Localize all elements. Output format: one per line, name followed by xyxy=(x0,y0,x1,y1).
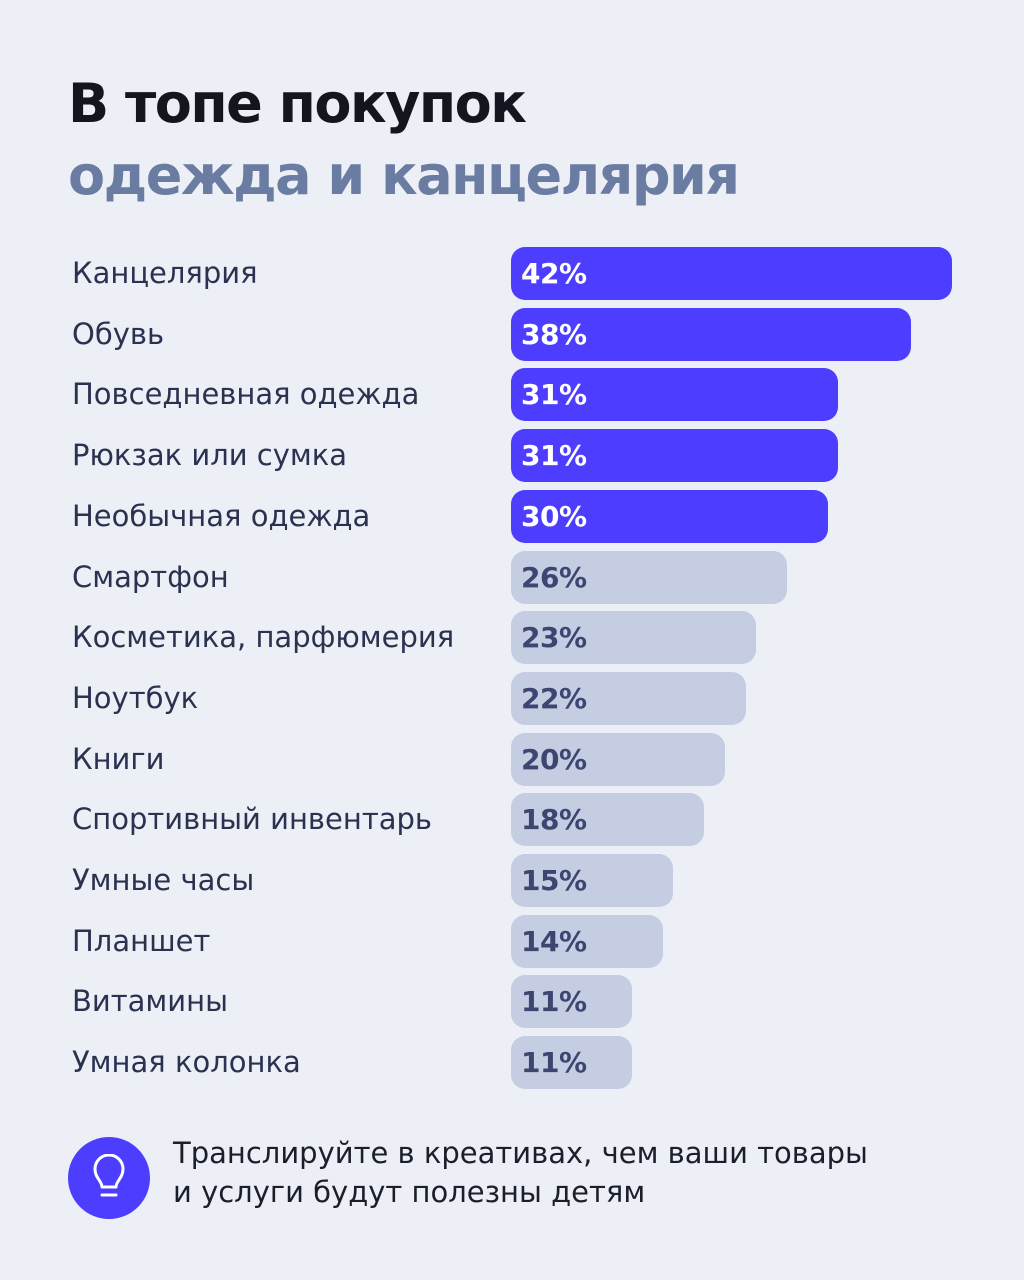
bar: 30% xyxy=(511,489,829,543)
data-label: 11% xyxy=(521,985,587,1019)
data-label: 11% xyxy=(521,1046,587,1080)
bar: 31% xyxy=(511,368,839,422)
bar: 31% xyxy=(511,429,839,483)
category-label: Необычная одежда xyxy=(72,498,371,533)
data-label: 18% xyxy=(521,803,587,837)
page-subtitle: одежда и канцелярия xyxy=(68,144,740,207)
bar: 20% xyxy=(511,732,725,786)
data-label: 23% xyxy=(521,621,587,655)
category-label: Канцелярия xyxy=(72,256,258,290)
data-label: 14% xyxy=(521,924,587,958)
bar: 23% xyxy=(511,611,756,665)
tip-line-2: и услуги будут полезны детям xyxy=(173,1175,646,1209)
tip-text: Транслируйте в креативах, чем ваши товар… xyxy=(173,1134,933,1212)
category-label: Ноутбук xyxy=(72,680,199,715)
data-label: 30% xyxy=(521,499,587,533)
bar: 18% xyxy=(511,793,705,847)
tip-line-1: Транслируйте в креативах, чем ваши товар… xyxy=(173,1136,868,1170)
bar: 22% xyxy=(511,671,746,725)
category-label: Книги xyxy=(72,741,165,776)
bar: 15% xyxy=(511,854,674,907)
data-label: 42% xyxy=(521,257,587,290)
category-label: Планшет xyxy=(72,923,211,958)
lightbulb-icon xyxy=(68,1137,150,1219)
bar: 42% xyxy=(511,247,952,300)
data-label: 26% xyxy=(521,560,587,594)
data-label: 31% xyxy=(521,378,587,412)
data-label: 20% xyxy=(521,742,587,776)
bar: 11% xyxy=(511,975,633,1029)
data-label: 38% xyxy=(521,317,587,351)
bar: 11% xyxy=(511,1036,633,1090)
data-label: 31% xyxy=(521,439,587,473)
bar: 14% xyxy=(511,914,663,968)
bar: 38% xyxy=(511,307,911,361)
category-label: Спортивный инвентарь xyxy=(72,802,432,837)
data-label: 15% xyxy=(521,864,587,897)
category-label: Повседневная одежда xyxy=(72,377,420,412)
category-label: Рюкзак или сумка xyxy=(72,438,348,473)
bar: 26% xyxy=(511,550,787,604)
category-label: Витамины xyxy=(72,984,228,1019)
category-label: Смартфон xyxy=(72,559,229,594)
category-label: Умные часы xyxy=(72,863,255,897)
category-label: Косметика, парфюмерия xyxy=(72,620,455,655)
data-label: 22% xyxy=(521,681,587,715)
page-title: В топе покупок xyxy=(68,72,527,135)
category-label: Умная колонка xyxy=(72,1045,301,1080)
category-label: Обувь xyxy=(72,316,165,351)
